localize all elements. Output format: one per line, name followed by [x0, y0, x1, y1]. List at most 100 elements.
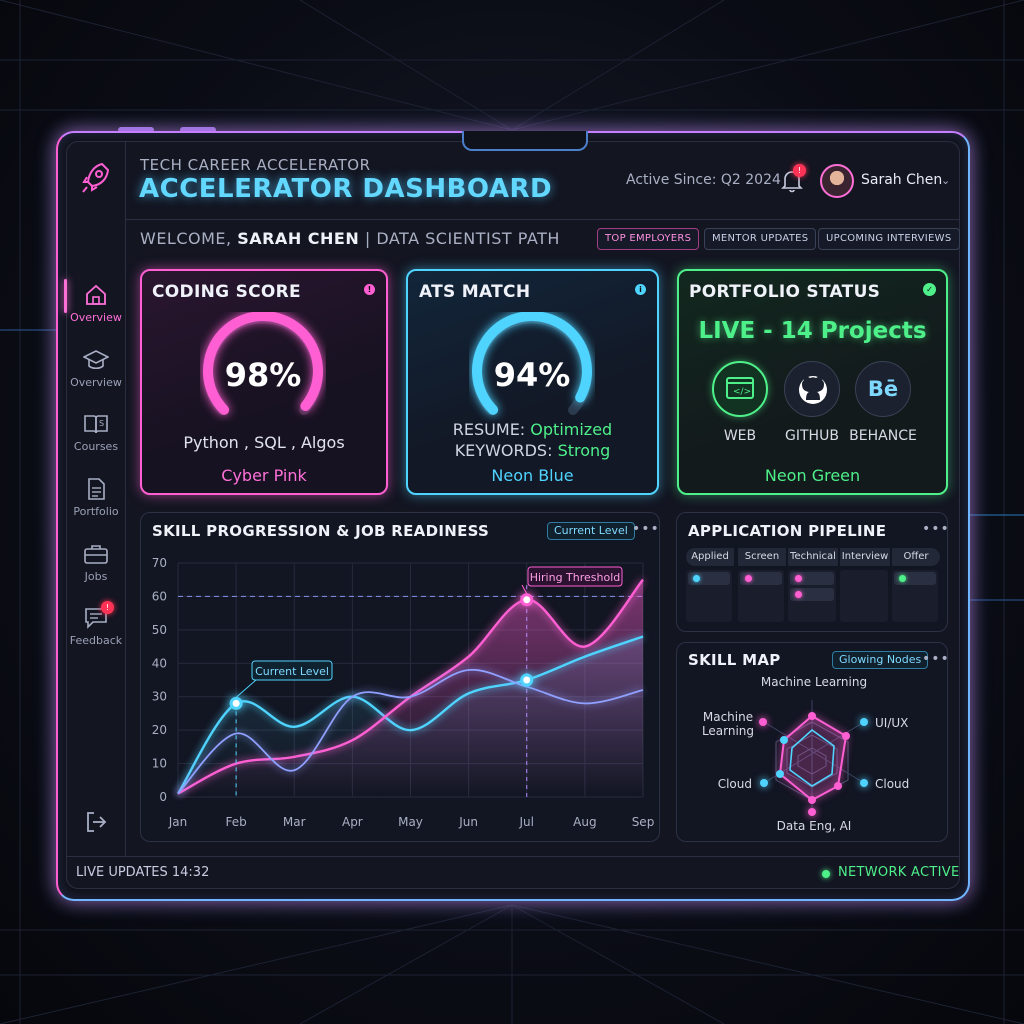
hiring-threshold-point[interactable]: [520, 593, 534, 607]
github-label: GITHUB: [785, 428, 839, 444]
ats-match-card[interactable]: [406, 269, 659, 495]
chart-menu-button[interactable]: •••: [632, 521, 660, 537]
skill-label-left-top-2: Learning: [702, 724, 754, 738]
nav-item-jobs[interactable]: Jobs: [66, 542, 126, 583]
feedback-badge: !: [101, 601, 114, 614]
status-dot: [795, 591, 802, 598]
skill-label-right-top: UI/UX: [875, 716, 908, 730]
nav-item-portfolio[interactable]: Portfolio: [66, 477, 126, 518]
pipeline-stage-offer[interactable]: Offer: [892, 548, 940, 566]
nav-item-courses[interactable]: S Courses: [66, 412, 126, 453]
ats-resume-line: RESUME: Optimized: [406, 420, 659, 439]
ats-match-title: ATS MATCH: [419, 282, 531, 302]
y-tick-label: 40: [152, 656, 167, 670]
nav-item-feedback[interactable]: Feedback: [66, 606, 126, 647]
graduation-cap-icon: [83, 350, 109, 370]
nav-label: Jobs: [84, 570, 108, 583]
avatar[interactable]: [820, 164, 854, 198]
status-dot: [693, 575, 700, 582]
network-status: NETWORK ACTIVE: [838, 865, 960, 880]
x-tick-label: Apr: [342, 815, 363, 829]
portfolio-status-title: PORTFOLIO STATUS: [689, 282, 881, 302]
coding-score-gauge: [203, 312, 323, 415]
hiring-threshold-annotation: Hiring Threshold: [530, 571, 621, 584]
pipeline-stage-technical[interactable]: Technical: [788, 548, 838, 566]
glowing-nodes-tag[interactable]: Glowing Nodes: [832, 651, 929, 669]
svg-text:S: S: [99, 419, 104, 428]
bell-icon[interactable]: [780, 168, 804, 194]
skill-label-left-bottom: Cloud: [718, 777, 752, 791]
info-icon[interactable]: !: [364, 284, 375, 295]
pipeline-card[interactable]: [790, 572, 834, 585]
x-tick-label: Jan: [168, 815, 188, 829]
x-tick-label: Jul: [519, 815, 534, 829]
top-employers-button[interactable]: TOP EMPLOYERS: [597, 228, 700, 250]
skill-map-radar: Machine Learning Machine Learning UI/UX …: [702, 675, 909, 833]
upcoming-interviews-button[interactable]: UPCOMING INTERVIEWS: [818, 228, 960, 250]
github-icon: [799, 376, 827, 404]
x-tick-label: Mar: [283, 815, 306, 829]
welcome-prefix: WELCOME,: [140, 229, 232, 248]
nav-item-overview[interactable]: Overview: [66, 283, 126, 324]
current-level-annotation: Current Level: [255, 665, 329, 678]
coding-score-card[interactable]: [140, 269, 388, 495]
pipeline-stage-screen[interactable]: Screen: [738, 548, 786, 566]
rocket-icon[interactable]: [80, 160, 112, 196]
resume-value: Optimized: [530, 420, 613, 439]
ats-match-gauge: [472, 312, 592, 415]
coding-score-value: 98%: [224, 356, 302, 394]
nav-label: Overview: [70, 376, 122, 389]
home-icon: [86, 284, 106, 305]
pipeline-stage-interview[interactable]: Interview: [840, 548, 890, 566]
pipeline-card[interactable]: [740, 572, 782, 585]
current-level-tag[interactable]: Current Level: [547, 522, 635, 540]
current-level-point[interactable]: [229, 696, 243, 710]
portfolio-live-status: LIVE - 14 Projects: [698, 318, 927, 344]
status-dot: [899, 575, 906, 582]
chevron-down-icon[interactable]: ⌄: [941, 174, 951, 187]
pipeline-card[interactable]: [688, 572, 730, 585]
keywords-value: Strong: [557, 441, 611, 460]
skill-label-top: Machine Learning: [761, 675, 867, 689]
portfolio-theme-label: Neon Green: [764, 466, 861, 485]
nav-label: Courses: [73, 440, 119, 453]
pipeline-menu-button[interactable]: •••: [922, 521, 950, 537]
y-tick-label: 10: [152, 757, 167, 771]
nav-item-overview-2[interactable]: Overview: [66, 348, 126, 389]
data-point[interactable]: [520, 673, 534, 687]
device-tab: [118, 127, 154, 133]
live-updates-status: LIVE UPDATES 14:32: [76, 865, 210, 880]
web-link[interactable]: </>: [712, 361, 768, 417]
pipeline-card[interactable]: [894, 572, 936, 585]
skill-map-menu-button[interactable]: •••: [922, 651, 950, 667]
series-line: [177, 669, 644, 795]
briefcase-icon: [84, 545, 108, 564]
pipeline-card[interactable]: [790, 588, 834, 601]
behance-link[interactable]: Bē: [855, 361, 911, 417]
coding-score-title: CODING SCORE: [152, 282, 301, 302]
github-link[interactable]: [784, 361, 840, 417]
user-name[interactable]: Sarah Chen: [861, 172, 943, 188]
coding-score-arc: [203, 312, 323, 415]
coding-skills-list: Python , SQL , Algos: [183, 433, 345, 452]
nav-label: Portfolio: [73, 505, 119, 518]
y-tick-label: 70: [152, 556, 167, 570]
info-icon[interactable]: i: [635, 284, 646, 295]
pipeline-stage-applied[interactable]: Applied: [686, 548, 734, 566]
skill-map-title: SKILL MAP: [688, 651, 781, 669]
annotation-leader: [521, 584, 528, 595]
chart-title: SKILL PROGRESSION & JOB READINESS: [152, 522, 490, 540]
welcome-message: WELCOME, SARAH CHEN | DATA SCIENTIST PAT…: [140, 229, 560, 248]
check-icon: ✓: [923, 283, 936, 296]
nav-label: Overview: [70, 311, 122, 324]
annotation-leader: [235, 679, 257, 698]
x-tick-label: Aug: [573, 815, 596, 829]
pipeline-title: APPLICATION PIPELINE: [688, 522, 887, 540]
logout-icon[interactable]: [84, 810, 108, 834]
active-since-text: Active Since: Q2 2024: [626, 172, 781, 188]
divider: [126, 219, 960, 220]
career-path: DATA SCIENTIST PATH: [376, 229, 560, 248]
book-icon: S: [84, 415, 108, 434]
mentor-updates-button[interactable]: MENTOR UPDATES: [704, 228, 817, 250]
